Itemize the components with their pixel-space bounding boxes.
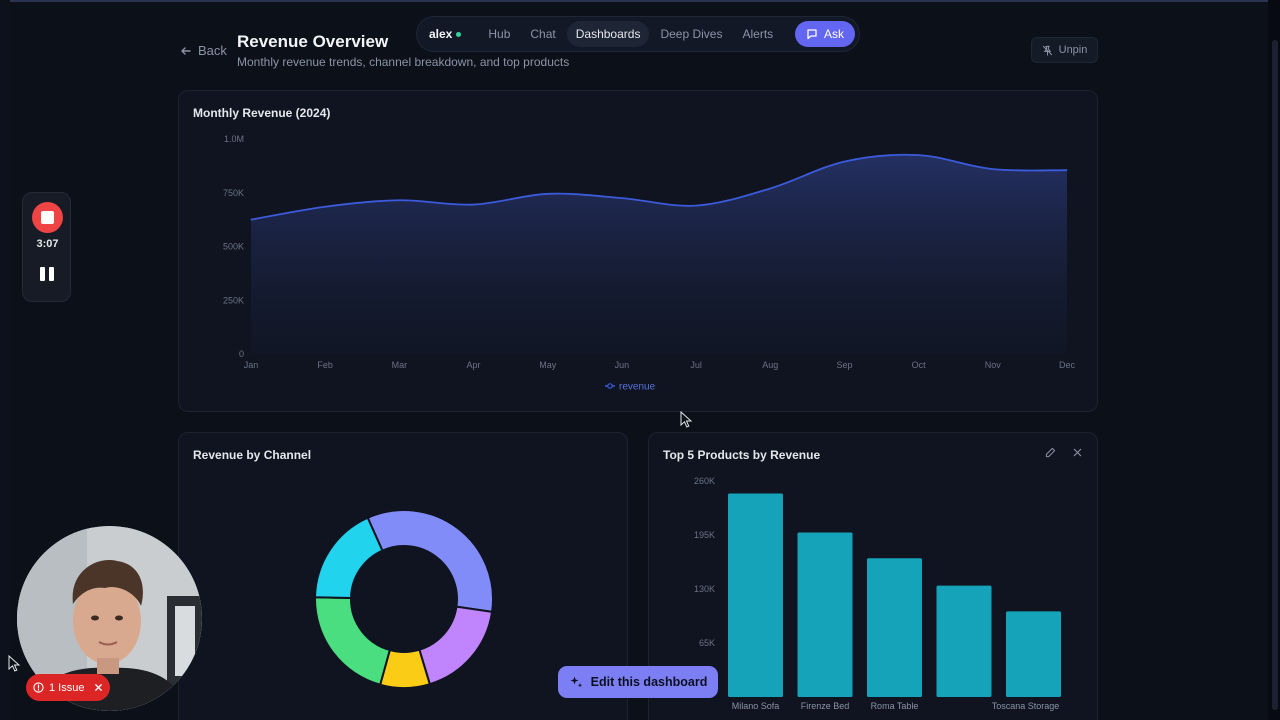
revenue-by-channel-title: Revenue by Channel xyxy=(193,448,312,462)
brand[interactable]: alex xyxy=(429,27,462,41)
brand-name: alex xyxy=(429,27,453,41)
close-icon[interactable] xyxy=(93,682,104,693)
x-tick-label: Jan xyxy=(244,360,259,370)
top-products-title: Top 5 Products by Revenue xyxy=(663,448,821,462)
issue-badge[interactable]: 1 Issue xyxy=(26,674,110,701)
scrollbar[interactable] xyxy=(1272,40,1278,710)
x-tick-label: Toscana Storage xyxy=(992,701,1060,711)
ask-label: Ask xyxy=(823,27,844,41)
x-tick-label: Milano Sofa xyxy=(732,701,780,711)
screen-recorder-widget: 3:07 xyxy=(22,192,71,302)
data-point xyxy=(621,197,623,199)
product-bar xyxy=(936,585,992,697)
ask-button[interactable]: Ask xyxy=(794,21,855,47)
x-tick-label: Roma Table xyxy=(871,701,919,711)
chat-bubble-icon xyxy=(807,29,817,40)
top-products-card: Top 5 Products by Revenue 65K 130K 195K 260… xyxy=(648,432,1098,720)
x-tick-label: Jul xyxy=(690,360,702,370)
issue-label: 1 Issue xyxy=(49,681,85,694)
donut-slice xyxy=(418,605,494,686)
data-point xyxy=(769,187,771,189)
x-tick-label: Feb xyxy=(317,360,333,370)
y-tick-label: 195K xyxy=(694,530,715,540)
close-icon[interactable] xyxy=(1072,447,1083,458)
edit-dashboard-label: Edit this dashboard xyxy=(590,675,708,689)
top-products-chart: 65K 130K 195K 260K Milano Sofa Firenze Bed Rom… xyxy=(694,476,1061,711)
pin-off-icon xyxy=(1042,45,1052,56)
data-point xyxy=(250,219,252,221)
edit-dashboard-button[interactable]: Edit this dashboard xyxy=(558,666,718,698)
y-tick-label: 0 xyxy=(239,349,244,359)
data-point xyxy=(398,199,400,201)
data-point xyxy=(695,205,697,207)
y-tick-label: 260K xyxy=(694,476,715,486)
sparkles-icon xyxy=(570,676,582,688)
legend-marker xyxy=(607,383,613,389)
page-title: Revenue Overview xyxy=(237,32,389,51)
revenue-line xyxy=(250,153,1068,221)
online-status-dot xyxy=(456,31,462,37)
x-tick-label: Oct xyxy=(912,360,927,370)
x-tick-label: Mar xyxy=(392,360,408,370)
top-navigation: alex Hub Chat Dashboards Deep Dives Aler… xyxy=(416,16,860,52)
nav-item-deep-dives[interactable]: Deep Dives xyxy=(660,27,723,41)
monthly-revenue-chart: 0 250K 500K 750K 1.0M Jan Feb Mar Apr May Jun Jul Au… xyxy=(223,134,1076,393)
recording-timer: 3:07 xyxy=(36,238,59,250)
product-bar xyxy=(797,532,853,697)
revenue-area xyxy=(251,154,1067,354)
x-tick-label: Sep xyxy=(836,360,852,370)
monthly-revenue-card: Monthly Revenue (2024) 0 250K 500K 750K 1.0M… xyxy=(178,90,1098,412)
back-label: Back xyxy=(198,43,227,58)
product-bar xyxy=(867,558,922,697)
data-point xyxy=(547,193,549,195)
card-tools xyxy=(1045,447,1083,458)
monthly-revenue-title: Monthly Revenue (2024) xyxy=(193,106,331,120)
mouse-cursor-icon xyxy=(680,411,692,428)
product-bar xyxy=(728,493,783,697)
alert-circle-icon xyxy=(33,682,44,693)
page-subtitle: Monthly revenue trends, channel breakdow… xyxy=(237,55,570,69)
nav-item-hub[interactable]: Hub xyxy=(488,27,511,41)
y-tick-label: 1.0M xyxy=(224,134,244,144)
revenue-by-channel-chart xyxy=(313,509,494,689)
arrow-left-icon xyxy=(181,46,191,55)
x-tick-label: Nov xyxy=(985,360,1002,370)
data-point xyxy=(843,161,845,163)
pencil-icon[interactable] xyxy=(1045,447,1056,458)
unpin-button[interactable]: Unpin xyxy=(1031,37,1098,63)
y-tick-label: 130K xyxy=(694,584,715,594)
stop-icon xyxy=(41,211,54,224)
data-point xyxy=(473,204,475,206)
donut-slice xyxy=(366,509,494,614)
x-tick-label: Firenze Bed xyxy=(801,701,850,711)
mouse-cursor-icon xyxy=(8,655,20,672)
stop-recording-button[interactable] xyxy=(32,202,63,233)
y-tick-label: 65K xyxy=(699,638,715,648)
nav-item-alerts[interactable]: Alerts xyxy=(742,27,774,41)
product-bar xyxy=(1006,611,1061,697)
y-tick-label: 500K xyxy=(223,242,244,252)
data-point xyxy=(1066,169,1068,171)
y-tick-label: 750K xyxy=(223,188,244,198)
donut-slice xyxy=(314,596,392,686)
pause-icon[interactable] xyxy=(40,267,54,281)
x-tick-label: Jun xyxy=(615,360,630,370)
x-tick-label: May xyxy=(539,360,557,370)
nav-item-chat[interactable]: Chat xyxy=(530,27,556,41)
y-tick-label: 250K xyxy=(223,295,244,305)
data-point xyxy=(324,206,326,208)
data-point xyxy=(918,154,920,156)
unpin-label: Unpin xyxy=(1058,44,1088,56)
back-button[interactable]: Back xyxy=(180,43,227,58)
nav-item-dashboards[interactable]: Dashboards xyxy=(566,21,650,47)
donut-slice xyxy=(313,516,384,599)
x-tick-label: Dec xyxy=(1059,360,1076,370)
legend-label: revenue xyxy=(619,382,656,393)
x-tick-label: Apr xyxy=(467,360,481,370)
data-point xyxy=(992,168,994,170)
x-tick-label: Aug xyxy=(762,360,778,370)
